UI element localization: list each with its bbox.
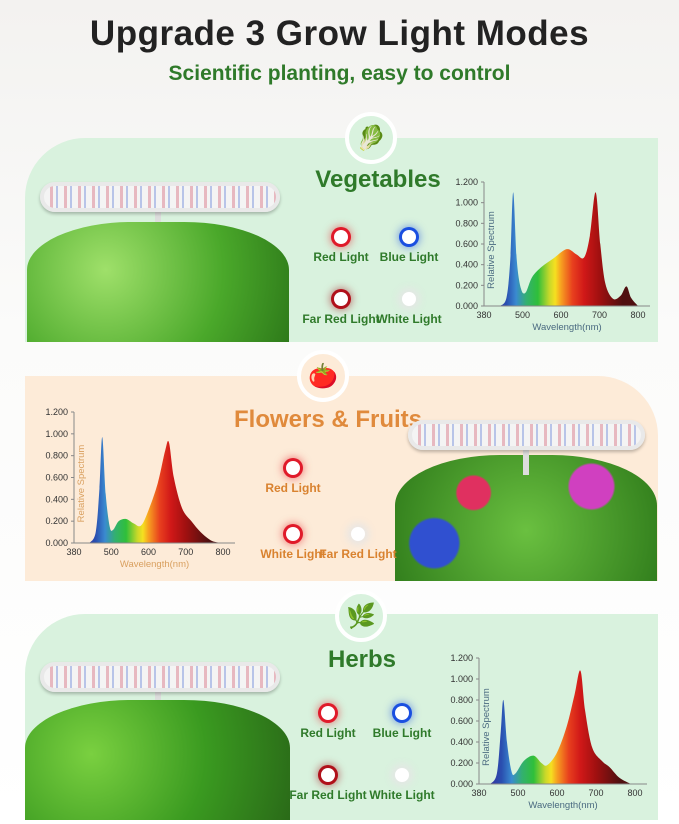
x-tick-label: 500 [104, 547, 119, 557]
y-tick-label: 0.800 [455, 218, 478, 228]
x-axis-label: Wavelength(nm) [532, 322, 601, 333]
spectrum-area [500, 192, 638, 306]
light-label: Red Light [313, 250, 369, 264]
y-tick-label: 0.400 [45, 494, 68, 504]
x-tick-label: 700 [588, 788, 603, 798]
lettuce-image [27, 222, 289, 342]
x-tick-label: 800 [627, 788, 642, 798]
x-tick-label: 380 [66, 547, 81, 557]
y-tick-label: 0.200 [450, 758, 473, 768]
grow-lamp [40, 662, 280, 692]
tomato-icon: 🍅 [297, 350, 349, 402]
x-tick-label: 500 [510, 788, 525, 798]
light-label: Far Red Light [302, 312, 380, 326]
red-light-dot [286, 461, 300, 475]
y-tick-label: 0.200 [455, 280, 478, 290]
flowers-spectrum-chart: 0.000 0.200 0.400 0.600 0.800 1.000 1.200 380 50… [45, 407, 235, 570]
x-tick-label: 700 [592, 310, 607, 320]
y-tick-label: 0.600 [45, 473, 68, 483]
light-label: Red Light [300, 726, 356, 740]
y-tick-label: 1.200 [450, 653, 473, 663]
y-tick-label: 1.000 [45, 429, 68, 439]
far-red-light-dot [351, 527, 365, 541]
vegetables-spectrum-chart: 0.000 0.200 0.400 0.600 0.800 1.000 1.200 380 50… [455, 177, 650, 333]
y-tick-label: 1.000 [450, 674, 473, 684]
herbs-image [25, 700, 290, 820]
section-title: Vegetables [315, 166, 441, 193]
y-tick-label: 1.200 [455, 177, 478, 187]
y-tick-label: 0.000 [450, 779, 473, 789]
white-light: White Light [248, 527, 338, 561]
grow-lamp [408, 420, 645, 450]
section-title: Flowers & Fruits [233, 406, 423, 433]
x-tick-label: 600 [141, 547, 156, 557]
white-light: White Light [357, 768, 447, 802]
red-light-dot [334, 230, 348, 244]
far-red-light: Far Red Light [283, 768, 373, 802]
section-title: Herbs [327, 646, 397, 673]
white-light: White Light [364, 292, 454, 326]
light-label: White Light [260, 547, 326, 561]
y-axis-label: Relative Spectrum [76, 445, 87, 523]
red-light: Red Light [248, 461, 338, 495]
y-tick-label: 1.000 [455, 198, 478, 208]
x-tick-label: 700 [178, 547, 193, 557]
far-red-light-dot [334, 292, 348, 306]
y-tick-label: 0.400 [455, 260, 478, 270]
grow-lamp [40, 182, 280, 212]
far-red-light-dot [321, 768, 335, 782]
page-title: Upgrade 3 Grow Light Modes [89, 14, 590, 53]
light-label: Red Light [265, 481, 321, 495]
x-tick-label: 800 [630, 310, 645, 320]
x-axis-label: Wavelength(nm) [528, 800, 597, 811]
blue-light-dot [402, 230, 416, 244]
blue-light-dot [395, 706, 409, 720]
flowers-image [395, 455, 657, 581]
page-subtitle: Scientific planting, easy to control [168, 62, 511, 85]
white-light-dot [395, 768, 409, 782]
y-axis-label: Relative Spectrum [486, 211, 497, 289]
y-tick-label: 0.800 [450, 695, 473, 705]
y-tick-label: 0.200 [45, 516, 68, 526]
light-label: White Light [376, 312, 442, 326]
x-tick-label: 500 [515, 310, 530, 320]
basil-leaf-icon: 🌿 [335, 590, 387, 642]
spectrum-area [89, 437, 223, 543]
blue-light: Blue Light [357, 706, 447, 740]
x-tick-label: 380 [471, 788, 486, 798]
y-tick-label: 0.600 [455, 239, 478, 249]
light-label: Far Red Light [319, 547, 397, 561]
lettuce-icon: 🥬 [345, 112, 397, 164]
blue-light: Blue Light [364, 230, 454, 264]
y-tick-label: 0.400 [450, 737, 473, 747]
y-tick-label: 0.000 [45, 538, 68, 548]
far-red-light: Far Red Light [313, 527, 403, 561]
light-label: Blue Light [372, 726, 432, 740]
spectrum-area [490, 670, 632, 784]
light-label: Far Red Light [289, 788, 367, 802]
x-tick-label: 600 [549, 788, 564, 798]
x-tick-label: 380 [476, 310, 491, 320]
x-tick-label: 600 [553, 310, 568, 320]
white-light-dot [286, 527, 300, 541]
lamp-stem [523, 445, 529, 475]
far-red-light: Far Red Light [296, 292, 386, 326]
y-tick-label: 0.600 [450, 716, 473, 726]
x-tick-label: 800 [215, 547, 230, 557]
red-light-dot [321, 706, 335, 720]
y-tick-label: 0.000 [455, 301, 478, 311]
light-label: Blue Light [379, 250, 439, 264]
light-label: White Light [369, 788, 435, 802]
y-tick-label: 1.200 [45, 407, 68, 417]
x-axis-label: Wavelength(nm) [120, 559, 189, 570]
white-light-dot [402, 292, 416, 306]
red-light: Red Light [296, 230, 386, 264]
y-tick-label: 0.800 [45, 451, 68, 461]
herbs-spectrum-chart: 0.000 0.200 0.400 0.600 0.800 1.000 1.200 380 50… [450, 653, 647, 811]
y-axis-label: Relative Spectrum [481, 688, 492, 766]
red-light: Red Light [283, 706, 373, 740]
